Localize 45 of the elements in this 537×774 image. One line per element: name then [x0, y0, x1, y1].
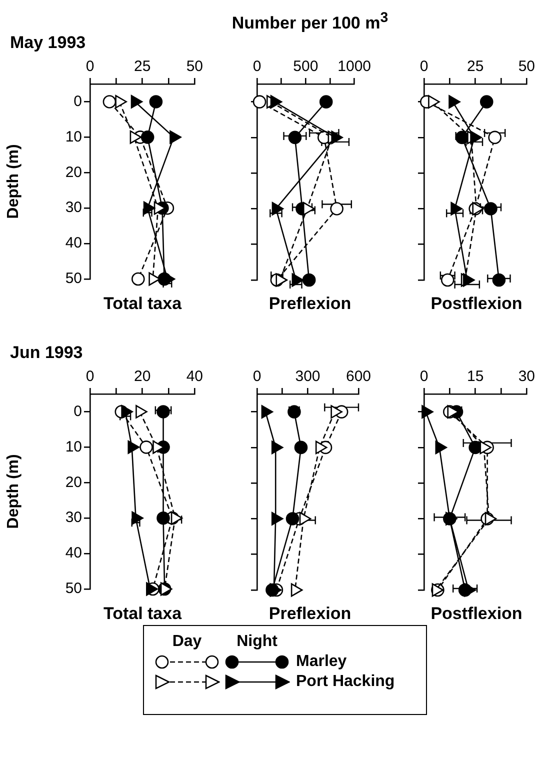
- x-axis-title: Number per 100 m$^{3}$: [230, 10, 390, 34]
- x-tick-label: 0: [420, 368, 428, 386]
- x-tick-label: 500: [293, 58, 318, 76]
- y-tick-label: 40: [65, 234, 82, 252]
- legend-label: Port Hacking: [295, 672, 396, 692]
- x-tick-label: 50: [518, 58, 535, 76]
- x-tick-label: 30: [518, 368, 535, 386]
- y-tick-label: 10: [65, 128, 82, 146]
- x-tick-label: 600: [346, 368, 371, 386]
- x-tick-label: 0: [252, 58, 262, 76]
- y-tick-label: 30: [65, 199, 82, 216]
- x-tick-label: 0: [86, 58, 94, 76]
- x-tick-label: 40: [186, 368, 203, 386]
- x-tick-label: 0: [86, 368, 94, 386]
- text: Postflexion: [430, 604, 524, 624]
- text: Preflexion: [268, 294, 352, 314]
- y-tick-label: 0: [74, 402, 82, 420]
- text: Night: [236, 632, 278, 652]
- y-tick-label: 10: [65, 438, 82, 456]
- y-tick-label: 20: [65, 164, 82, 181]
- x-tick-label: 25: [466, 58, 484, 76]
- x-tick-label: 15: [466, 368, 484, 386]
- chart-subtitle: Jun 1993: [10, 343, 83, 363]
- legend-label: Marley: [295, 652, 348, 672]
- y-tick-label: 50: [65, 270, 82, 288]
- y-tick-label: 50: [65, 580, 82, 598]
- text: Postflexion: [430, 294, 524, 314]
- y-axis-title: Depth (m): [5, 454, 22, 529]
- x-tick-label: 1000: [338, 58, 372, 76]
- x-tick-label: 300: [295, 368, 320, 386]
- text: Total taxa: [102, 604, 183, 624]
- y-tick-label: 20: [65, 474, 82, 491]
- x-tick-label: 25: [134, 58, 151, 76]
- x-tick-label: 0: [420, 58, 428, 76]
- y-tick-label: 40: [65, 544, 82, 562]
- x-tick-label: 0: [252, 368, 262, 386]
- y-tick-label: 30: [65, 509, 82, 526]
- x-tick-label: 20: [134, 368, 151, 386]
- text: Day: [171, 632, 203, 652]
- y-axis-title: Depth (m): [5, 144, 22, 219]
- text: Preflexion: [268, 604, 352, 624]
- text: Total taxa: [102, 294, 183, 314]
- x-tick-label: 50: [186, 58, 203, 76]
- y-tick-label: 0: [74, 92, 82, 110]
- chart-subtitle: May 1993: [10, 33, 86, 53]
